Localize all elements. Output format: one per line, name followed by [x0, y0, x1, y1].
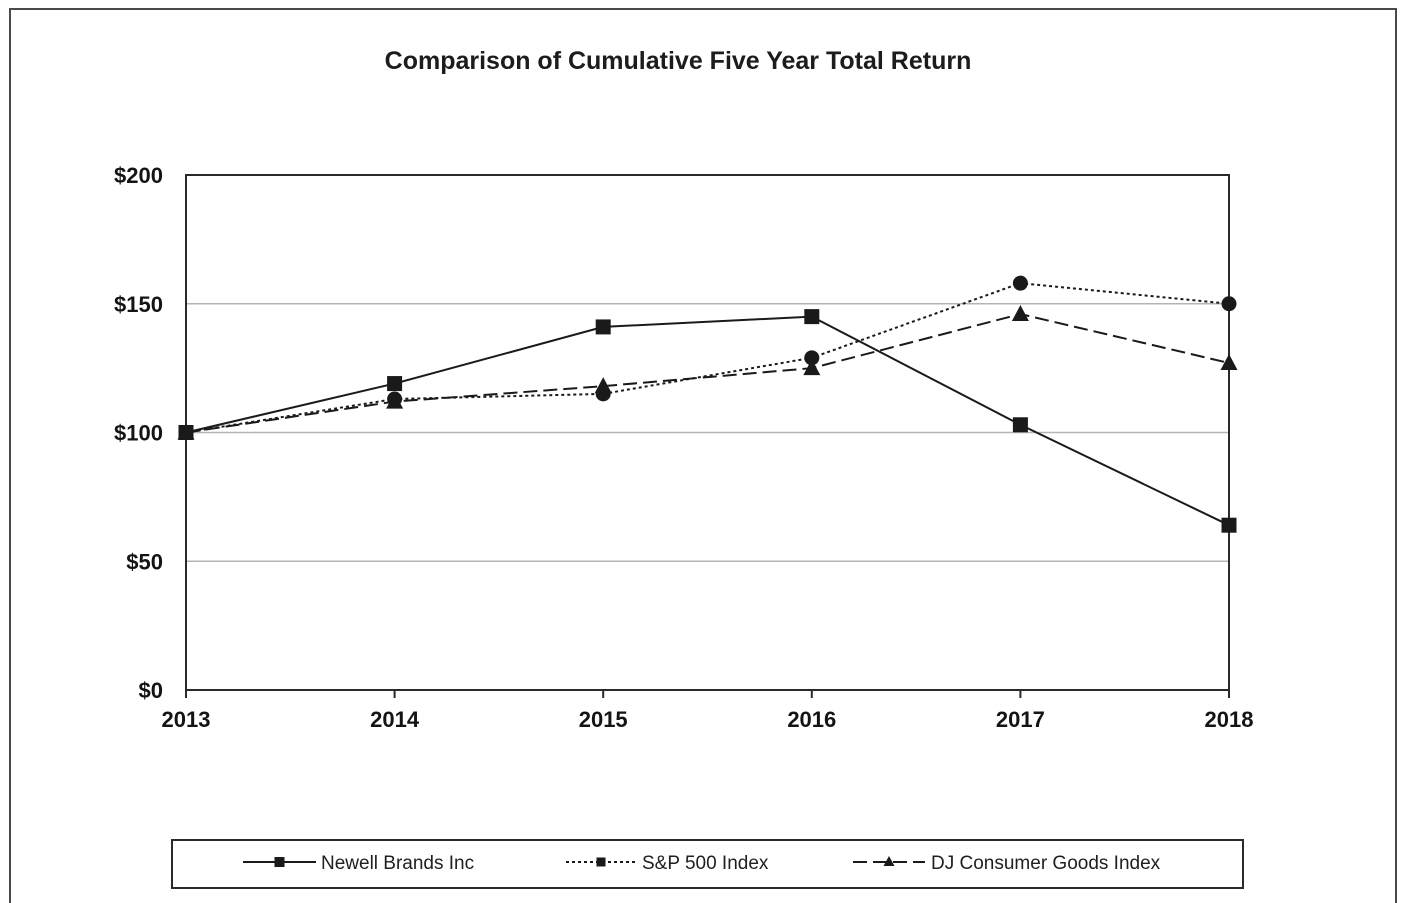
x-tick-label: 2018	[1205, 707, 1254, 732]
data-point	[804, 350, 820, 366]
y-tick-label: $50	[126, 549, 163, 574]
data-point	[386, 392, 404, 409]
y-tick-label: $0	[139, 678, 163, 703]
data-point	[387, 376, 403, 392]
axes: $0 $50 $100 $150 $200 2013 2014 2015 2016 2017 201…	[114, 163, 1253, 732]
x-tick-label: 2014	[370, 707, 420, 732]
legend-marker	[596, 857, 606, 867]
data-point	[1012, 275, 1028, 291]
data-point	[594, 377, 612, 394]
data-point	[1221, 296, 1237, 312]
legend-item: Newell Brands Inc	[243, 853, 474, 874]
x-tick-label: 2016	[787, 707, 836, 732]
chart-title: Comparison of Cumulative Five Year Total…	[385, 47, 972, 75]
gridlines	[186, 303, 1229, 562]
series-s-p-500-index	[178, 275, 1237, 440]
data-point	[1220, 353, 1238, 370]
data-point	[178, 425, 194, 440]
legend: Newell Brands Inc S&P 500 Index DJ Consume…	[171, 839, 1244, 889]
data-point	[803, 359, 821, 376]
series-line	[185, 282, 1230, 434]
series-line	[185, 313, 1230, 434]
legend-label: DJ Consumer Goods Index	[931, 853, 1161, 874]
legend-label: S&P 500 Index	[642, 853, 769, 874]
legend-marker	[274, 857, 285, 867]
y-tick-label: $150	[114, 292, 163, 317]
series-dj-consumer-goods-index	[177, 305, 1238, 440]
data-point	[1012, 417, 1028, 433]
x-tick-label: 2017	[996, 707, 1045, 732]
x-tick-label: 2015	[579, 707, 628, 732]
legend-item: DJ Consumer Goods Index	[853, 853, 1161, 874]
data-point	[804, 309, 820, 325]
y-tick-label: $200	[114, 163, 163, 188]
y-tick-label: $100	[114, 421, 163, 446]
series-newell-brands-inc	[178, 309, 1237, 533]
series-lines	[177, 275, 1238, 533]
data-point	[595, 319, 611, 335]
data-point	[1011, 305, 1029, 322]
legend-marker	[883, 856, 895, 866]
series-line	[185, 315, 1230, 527]
legend-item: S&P 500 Index	[566, 853, 769, 874]
legend-box	[171, 839, 1244, 889]
chart-frame	[9, 8, 1397, 903]
x-tick-label: 2013	[162, 707, 211, 732]
data-point	[1221, 517, 1237, 533]
legend-label: Newell Brands Inc	[321, 853, 474, 874]
